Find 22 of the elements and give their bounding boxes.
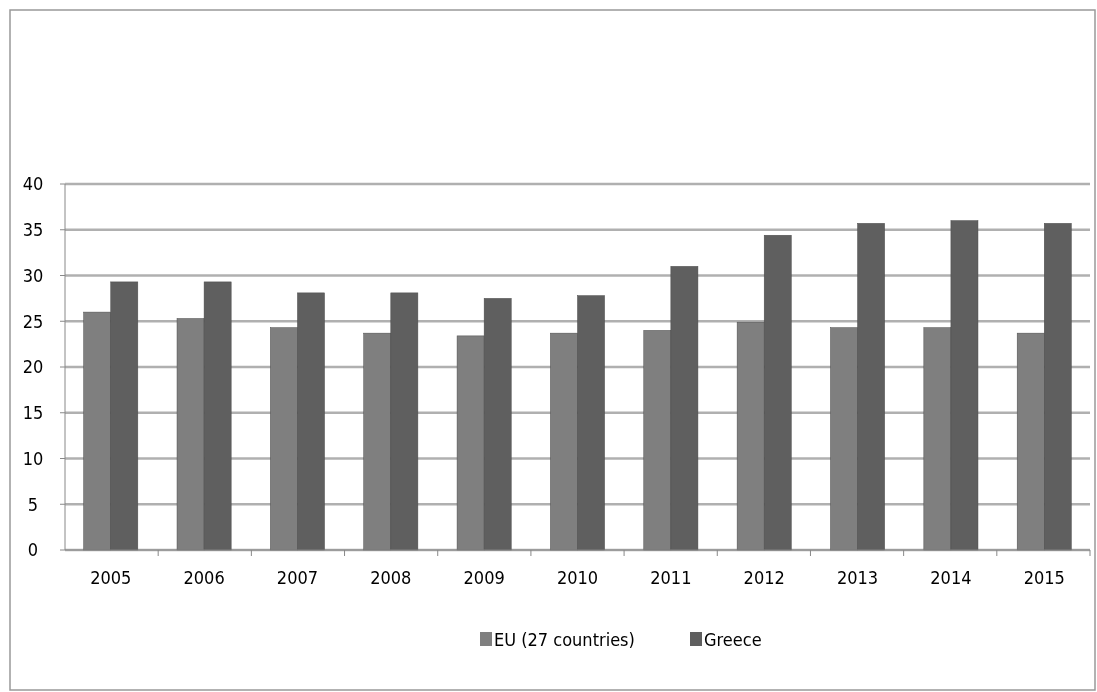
- y-tick-label: 10: [22, 447, 44, 469]
- x-tick-label: 2007: [276, 567, 319, 588]
- y-tick-label: 15: [22, 402, 44, 424]
- x-tick-label: 2010: [556, 567, 599, 588]
- x-tick-label: 2015: [1023, 567, 1065, 588]
- x-tick-label: 2006: [183, 567, 225, 588]
- x-tick-label: 2008: [370, 567, 412, 588]
- x-tick-label: 2013: [836, 567, 879, 588]
- y-tick-label: 20: [22, 356, 44, 378]
- x-tick-label: 2009: [463, 567, 505, 588]
- x-tick-label: 2014: [930, 567, 972, 588]
- y-tick-label: 30: [22, 264, 44, 286]
- x-tick-label: 2012: [743, 567, 785, 588]
- y-tick-label: 5: [27, 493, 39, 515]
- x-tick-label: 2011: [650, 567, 692, 588]
- legend-label: EU (27 countries): [494, 629, 635, 651]
- y-tick-label: 0: [27, 539, 39, 561]
- y-tick-label: 35: [22, 219, 44, 241]
- x-tick-label: 2005: [90, 567, 132, 588]
- y-tick-label: 40: [22, 173, 44, 195]
- legend-label: Greece: [704, 629, 762, 651]
- y-tick-label: 25: [22, 310, 44, 332]
